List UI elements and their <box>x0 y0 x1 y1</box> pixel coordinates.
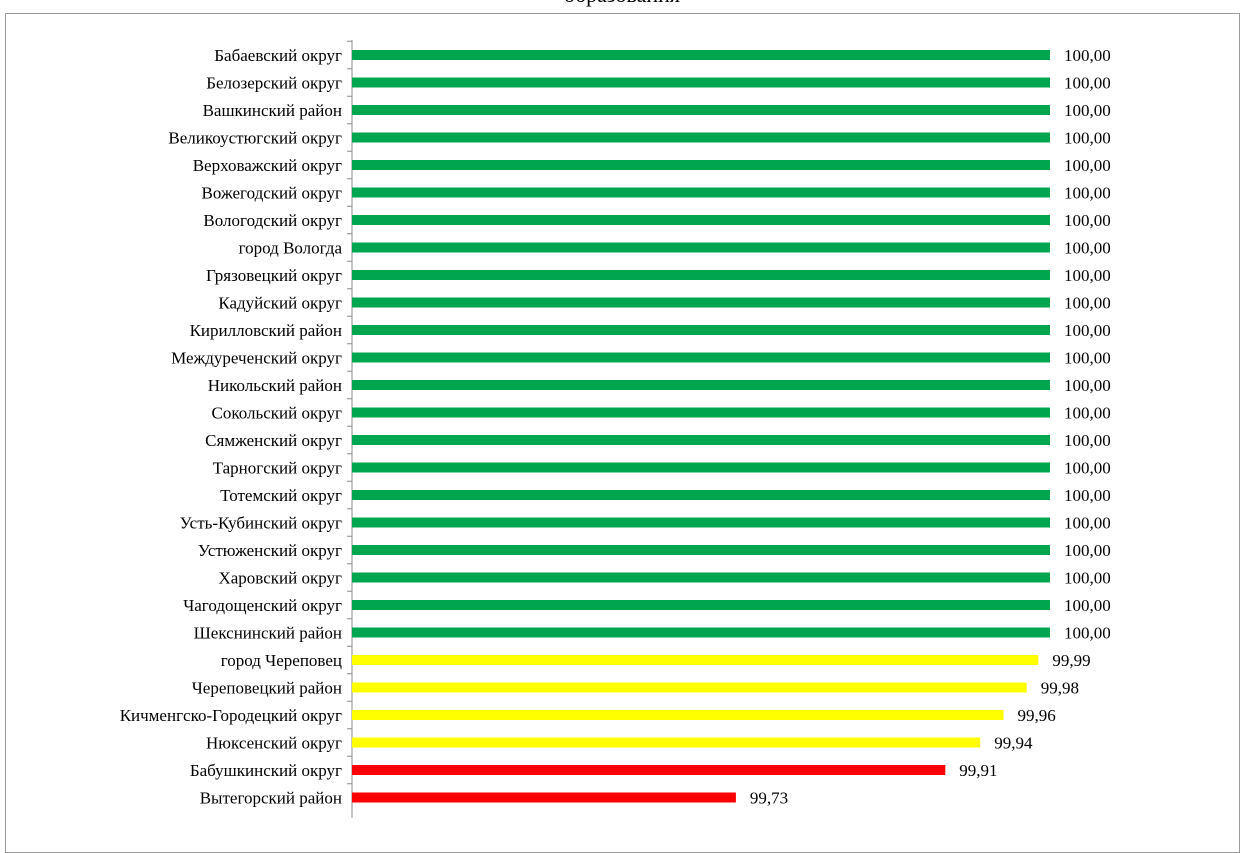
bar <box>352 50 1050 60</box>
category-label: Сямженский округ <box>205 431 342 450</box>
data-label: 100,00 <box>1064 404 1111 423</box>
category-label: город Череповец <box>221 651 342 670</box>
bars <box>352 50 1050 803</box>
data-label: 100,00 <box>1064 486 1111 505</box>
data-label: 100,00 <box>1064 514 1111 533</box>
bar <box>352 132 1050 143</box>
category-label: Грязовецкий округ <box>206 266 342 285</box>
data-label: 100,00 <box>1064 46 1111 65</box>
bar <box>352 407 1050 418</box>
category-label: Белозерский округ <box>206 74 342 93</box>
bar <box>352 655 1039 665</box>
data-label: 100,00 <box>1064 569 1111 588</box>
bar <box>352 462 1050 473</box>
data-label: 100,00 <box>1064 101 1111 120</box>
category-label: Верховажский округ <box>193 156 342 175</box>
category-label: Сокольский округ <box>211 404 342 423</box>
value-labels: 100,00 100,00 100,00 100,00 100,00 100,00 100,… <box>750 46 1111 808</box>
bar <box>352 545 1050 555</box>
category-label: Череповецкий район <box>192 679 342 698</box>
bar <box>352 77 1050 88</box>
category-label: Кичменгско-Городецкий округ <box>120 706 342 725</box>
data-label: 99,99 <box>1052 651 1090 670</box>
data-label: 100,00 <box>1064 541 1111 560</box>
data-label: 100,00 <box>1064 376 1111 395</box>
category-label: Тотемский округ <box>220 486 342 505</box>
category-label: Вологодский округ <box>203 211 342 230</box>
data-label: 100,00 <box>1064 321 1111 340</box>
bar <box>352 572 1050 583</box>
data-label: 99,73 <box>750 789 788 808</box>
bar <box>352 215 1050 225</box>
data-label: 100,00 <box>1064 239 1111 258</box>
y-axis <box>347 40 353 818</box>
data-label: 100,00 <box>1064 459 1111 478</box>
category-label: Междуреченский округ <box>171 349 342 368</box>
category-labels: Бабаевский округ Белозерский округ Вашкинс… <box>120 46 343 808</box>
category-label: Бабаевский округ <box>214 46 342 65</box>
bar <box>352 600 1050 610</box>
bar <box>352 627 1050 638</box>
category-label: Великоустюгский округ <box>168 129 342 148</box>
category-label: Харовский округ <box>218 569 342 588</box>
bar <box>352 187 1050 198</box>
category-label: Вожегодский округ <box>202 184 342 203</box>
data-label: 100,00 <box>1064 294 1111 313</box>
bar <box>352 490 1050 500</box>
bar <box>352 435 1050 445</box>
data-label: 100,00 <box>1064 156 1111 175</box>
data-label: 100,00 <box>1064 431 1111 450</box>
data-label: 99,91 <box>959 761 997 780</box>
data-label: 100,00 <box>1064 266 1111 285</box>
category-label: Устюженский округ <box>198 541 342 560</box>
bar <box>352 105 1050 115</box>
data-label: 100,00 <box>1064 129 1111 148</box>
category-label: Вашкинский район <box>203 101 342 120</box>
bar <box>352 792 736 803</box>
category-label: Нюксенский округ <box>206 734 342 753</box>
chart-title: образования <box>0 0 1244 8</box>
bar <box>352 710 1004 720</box>
data-label: 99,94 <box>994 734 1033 753</box>
bar <box>352 380 1050 390</box>
bar <box>352 242 1050 253</box>
data-label: 100,00 <box>1064 349 1111 368</box>
category-label: Вытегорский район <box>200 789 342 808</box>
data-label: 100,00 <box>1064 624 1111 643</box>
category-label: Тарногский округ <box>213 459 342 478</box>
bar <box>352 297 1050 308</box>
data-label: 99,98 <box>1041 679 1079 698</box>
bar <box>352 765 946 775</box>
bar <box>352 517 1050 528</box>
bar <box>352 325 1050 335</box>
data-label: 100,00 <box>1064 211 1111 230</box>
category-label: Кадуйский округ <box>218 294 342 313</box>
bar <box>352 270 1050 280</box>
category-label: Никольский район <box>208 376 342 395</box>
data-label: 100,00 <box>1064 74 1111 93</box>
bar <box>352 352 1050 363</box>
category-label: Кирилловский район <box>190 321 342 340</box>
category-label: город Вологда <box>239 239 343 258</box>
data-label: 99,96 <box>1017 706 1055 725</box>
bar <box>352 160 1050 170</box>
data-label: 100,00 <box>1064 596 1111 615</box>
category-label: Бабушкинский округ <box>190 761 342 780</box>
category-label: Чагодощенский округ <box>183 596 342 615</box>
bar <box>352 682 1027 693</box>
bar <box>352 737 981 748</box>
category-label: Шекснинский район <box>194 624 342 643</box>
data-label: 100,00 <box>1064 184 1111 203</box>
category-label: Усть-Кубинский округ <box>180 514 342 533</box>
